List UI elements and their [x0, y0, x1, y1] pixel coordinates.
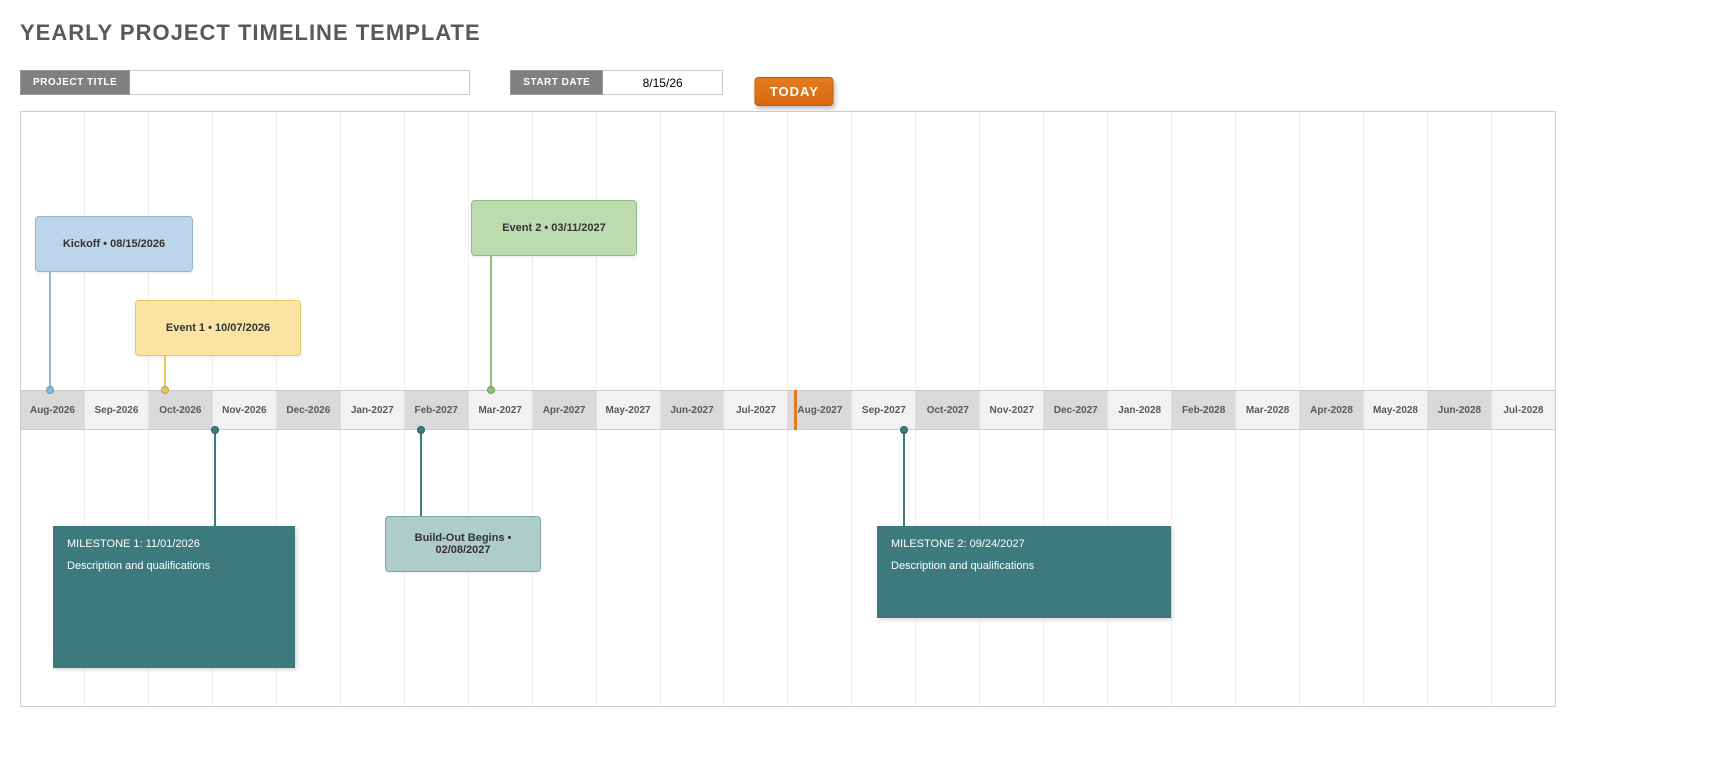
- month-cell: Sep-2027: [852, 391, 916, 429]
- month-cell: Dec-2027: [1044, 391, 1108, 429]
- month-cell: Jan-2028: [1108, 391, 1172, 429]
- milestone-title: MILESTONE 1: 11/01/2026: [67, 538, 281, 550]
- month-cell: Mar-2027: [469, 391, 533, 429]
- milestone-desc: Description and qualifications: [67, 560, 281, 572]
- event-connector: [164, 356, 166, 390]
- page-title: YEARLY PROJECT TIMELINE TEMPLATE: [20, 20, 1698, 46]
- milestone-box: MILESTONE 2: 09/24/2027 Description and q…: [877, 526, 1171, 618]
- month-cell: Nov-2027: [980, 391, 1044, 429]
- month-cell: Sep-2026: [85, 391, 149, 429]
- month-cell: Jul-2027: [724, 391, 788, 429]
- today-label: TODAY: [770, 84, 819, 99]
- event-connector: [420, 430, 422, 516]
- milestone-box: MILESTONE 1: 11/01/2026 Description and q…: [53, 526, 295, 668]
- event-connector: [903, 430, 905, 526]
- event-box: Kickoff • 08/15/2026: [35, 216, 193, 272]
- event-connector: [490, 256, 492, 390]
- timeline-chart: Kickoff • 08/15/2026 Event 1 • 10/07/2026…: [20, 111, 1556, 707]
- month-cell: Apr-2028: [1300, 391, 1364, 429]
- month-cell: May-2027: [597, 391, 661, 429]
- month-cell: Feb-2027: [405, 391, 469, 429]
- month-cell: Oct-2026: [149, 391, 213, 429]
- month-cell: Aug-2027: [788, 391, 852, 429]
- project-title-field: PROJECT TITLE: [20, 70, 470, 95]
- event-dot: [900, 426, 908, 434]
- month-cell: Aug-2026: [21, 391, 85, 429]
- event-connector: [49, 272, 51, 390]
- month-cell: Jun-2028: [1428, 391, 1492, 429]
- lower-area: Build-Out Begins • 02/08/2027 MILESTONE 1…: [21, 430, 1555, 706]
- month-cell: Feb-2028: [1172, 391, 1236, 429]
- month-cell: Apr-2027: [533, 391, 597, 429]
- month-cell: May-2028: [1364, 391, 1428, 429]
- event-box: Event 2 • 03/11/2027: [471, 200, 637, 256]
- event-dot: [417, 426, 425, 434]
- month-cell: Dec-2026: [277, 391, 341, 429]
- event-dot: [211, 426, 219, 434]
- header-row: PROJECT TITLE START DATE 8/15/26: [20, 70, 1698, 95]
- start-date-input[interactable]: 8/15/26: [603, 70, 723, 95]
- project-title-label: PROJECT TITLE: [20, 70, 130, 95]
- upper-area: Kickoff • 08/15/2026 Event 1 • 10/07/2026…: [21, 112, 1555, 390]
- event-box: Event 1 • 10/07/2026: [135, 300, 301, 356]
- event-dot: [161, 386, 169, 394]
- month-axis: Aug-2026Sep-2026Oct-2026Nov-2026Dec-2026…: [21, 390, 1555, 430]
- event-dot: [487, 386, 495, 394]
- event-connector: [214, 430, 216, 526]
- month-cell: Nov-2026: [213, 391, 277, 429]
- project-title-input[interactable]: [130, 70, 470, 95]
- today-badge: TODAY: [755, 77, 834, 106]
- milestone-desc: Description and qualifications: [891, 560, 1157, 572]
- event-box: Build-Out Begins • 02/08/2027: [385, 516, 541, 572]
- event-dot: [46, 386, 54, 394]
- month-cell: Oct-2027: [916, 391, 980, 429]
- month-cell: Jul-2028: [1492, 391, 1555, 429]
- start-date-field: START DATE 8/15/26: [510, 70, 723, 95]
- milestone-title: MILESTONE 2: 09/24/2027: [891, 538, 1157, 550]
- month-cell: Jan-2027: [341, 391, 405, 429]
- month-cell: Jun-2027: [661, 391, 725, 429]
- month-cell: Mar-2028: [1236, 391, 1300, 429]
- start-date-label: START DATE: [510, 70, 603, 95]
